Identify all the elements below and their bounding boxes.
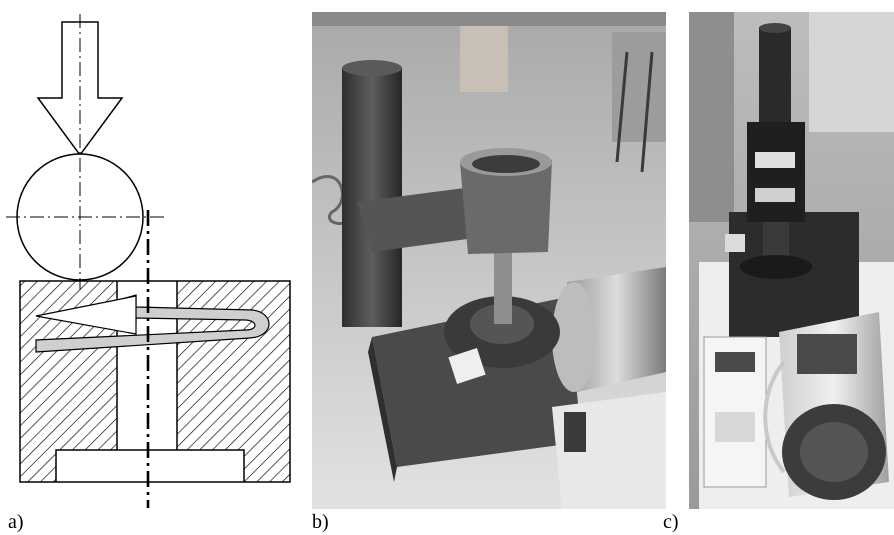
rotation-arrowhead (35, 295, 137, 335)
schematic-svg (6, 14, 291, 508)
caption-c: c) (663, 511, 679, 533)
panel-c-photo (689, 12, 894, 509)
apparatus-photo (312, 12, 666, 509)
panel-a-diagram (0, 0, 300, 515)
caption-a: a) (8, 511, 24, 533)
machine-photo (689, 12, 894, 509)
panel-b-photo (312, 12, 666, 509)
caption-b: b) (312, 511, 329, 533)
